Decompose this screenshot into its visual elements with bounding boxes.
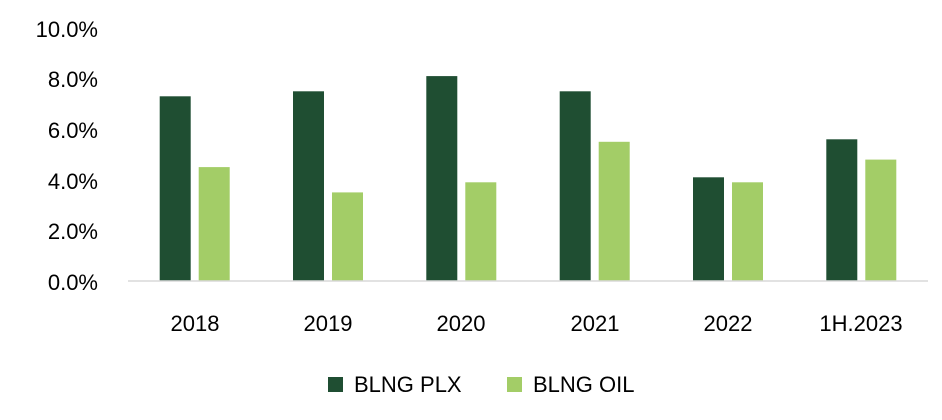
bar-blng-plx-1h-2023 bbox=[826, 139, 858, 281]
y-tick-label-5: 10.0% bbox=[36, 17, 98, 42]
x-tick-label-3: 2021 bbox=[571, 311, 620, 336]
bar-blng-plx-2022 bbox=[693, 177, 724, 281]
x-axis: 2018 2019 2020 2021 2022 1H.2023 bbox=[171, 311, 903, 336]
bar-blng-oil-2018 bbox=[198, 167, 230, 281]
x-tick-label-5: 1H.2023 bbox=[819, 311, 902, 336]
x-tick-label-0: 2018 bbox=[171, 311, 220, 336]
bar-blng-plx-2019 bbox=[293, 91, 324, 282]
legend-swatch-blng-plx bbox=[328, 377, 343, 392]
legend-label-blng-oil: BLNG OIL bbox=[533, 372, 634, 397]
legend: BLNG PLX BLNG OIL bbox=[328, 372, 634, 397]
legend-swatch-blng-oil bbox=[507, 377, 522, 392]
bar-blng-plx-2020 bbox=[426, 76, 458, 281]
y-tick-label-2: 4.0% bbox=[48, 169, 98, 194]
bar-blng-plx-2021 bbox=[559, 91, 591, 282]
x-tick-label-4: 2022 bbox=[704, 311, 753, 336]
bar-blng-plx-2018 bbox=[159, 96, 191, 281]
bar-blng-oil-2021 bbox=[598, 141, 630, 281]
y-tick-label-4: 8.0% bbox=[48, 67, 98, 92]
y-tick-label-3: 6.0% bbox=[48, 118, 98, 143]
x-tick-label-1: 2019 bbox=[304, 311, 353, 336]
y-axis: 0.0% 2.0% 4.0% 6.0% 8.0% 10.0% bbox=[36, 17, 98, 295]
y-tick-label-1: 2.0% bbox=[48, 219, 98, 244]
bar-blng-oil-1h-2023 bbox=[865, 159, 897, 281]
x-tick-label-2: 2020 bbox=[437, 311, 486, 336]
bars bbox=[159, 76, 897, 282]
legend-label-blng-plx: BLNG PLX bbox=[354, 372, 462, 397]
bar-blng-oil-2019 bbox=[332, 192, 363, 281]
bar-blng-oil-2020 bbox=[465, 182, 497, 281]
y-tick-label-0: 0.0% bbox=[48, 270, 98, 295]
bar-blng-oil-2022 bbox=[732, 182, 763, 281]
